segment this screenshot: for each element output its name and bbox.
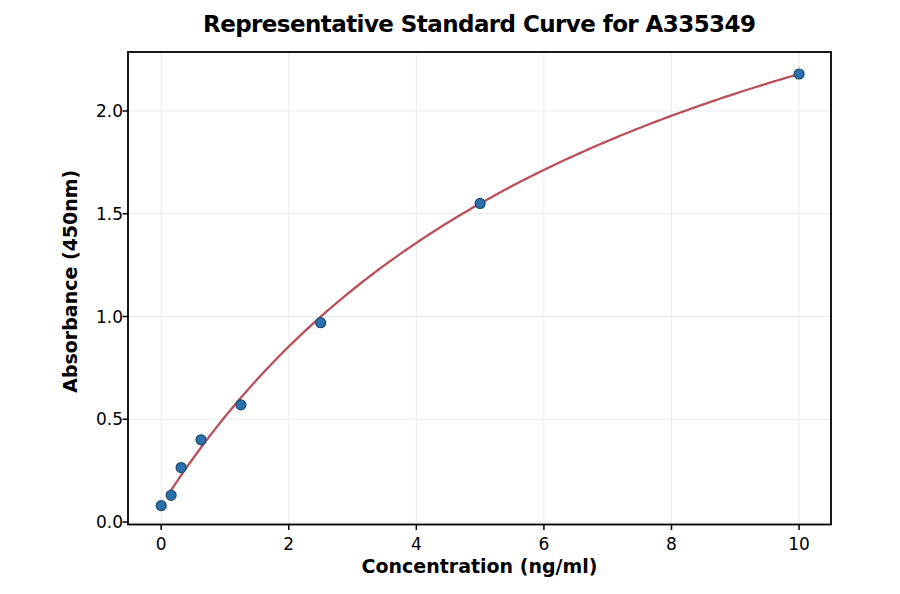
y-tick-label: 0.0: [96, 512, 123, 532]
y-tick-label: 1.5: [96, 204, 123, 224]
gridlines: [128, 52, 831, 525]
x-tick-label: 2: [283, 534, 294, 554]
data-point: [166, 490, 176, 500]
data-point: [475, 198, 485, 208]
data-points: [156, 69, 804, 511]
tick-labels: 0 2 4 6 8 10 0.0 0.5 1.0 1.5 2.0: [96, 101, 810, 554]
y-tick-label: 1.0: [96, 307, 123, 327]
chart-canvas: 0 2 4 6 8 10 0.0 0.5 1.0 1.5 2.0 Representative St…: [0, 0, 900, 594]
data-point: [196, 435, 206, 445]
data-point: [156, 501, 166, 511]
data-point: [794, 69, 804, 79]
x-tick-label: 10: [788, 534, 810, 554]
x-tick-label: 0: [156, 534, 167, 554]
plot-border: [128, 52, 831, 525]
x-tick-label: 6: [539, 534, 550, 554]
y-axis-label: Absorbance (450nm): [59, 170, 81, 393]
y-tick-label: 0.5: [96, 409, 123, 429]
data-point: [176, 463, 186, 473]
x-axis-label: Concentration (ng/ml): [361, 555, 597, 577]
x-tick-label: 4: [411, 534, 422, 554]
chart-title: Representative Standard Curve for A33534…: [203, 11, 756, 37]
data-point: [236, 400, 246, 410]
data-point: [316, 318, 326, 328]
y-tick-label: 2.0: [96, 101, 123, 121]
axis-ticks: [123, 111, 800, 530]
x-tick-label: 8: [666, 534, 677, 554]
standard-curve-figure: 0 2 4 6 8 10 0.0 0.5 1.0 1.5 2.0 Representative St…: [0, 0, 900, 594]
fit-curve-line: [171, 74, 799, 490]
